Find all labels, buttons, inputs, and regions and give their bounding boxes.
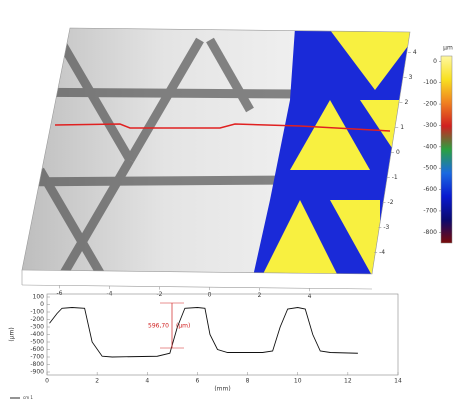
- y-tick-label: -800: [30, 361, 44, 368]
- y-tick-label: 1: [400, 124, 404, 131]
- y-tick-label: -100: [30, 309, 44, 316]
- y-tick-label: 4: [413, 49, 417, 56]
- x-tick-label: 14: [394, 378, 402, 385]
- legend-label: cm 1: [23, 395, 33, 400]
- y-tick-label: -3: [383, 224, 389, 231]
- x-tick-label: 4: [308, 293, 312, 300]
- colorbar-unit: μm: [443, 45, 453, 52]
- y-tick-label: -400: [30, 331, 44, 338]
- x-tick-label: 0: [45, 378, 49, 385]
- colorbar-label: -800: [423, 229, 437, 236]
- colorbar-label: -700: [423, 207, 437, 214]
- y-tick-label: -1: [392, 174, 398, 181]
- axis: [21, 284, 373, 290]
- y-tick-label: -700: [30, 354, 44, 361]
- colorbar-label: -100: [423, 79, 437, 86]
- colorbar-label: -600: [423, 186, 437, 193]
- y-tick-label: 3: [409, 74, 413, 81]
- plot-frame: [46, 293, 399, 376]
- colorbar-label: -500: [423, 165, 437, 172]
- x-tick-label: -6: [57, 290, 63, 297]
- x-tick-label: 8: [246, 378, 250, 385]
- colorbar-label: -200: [423, 101, 437, 108]
- x-tick-label: 4: [145, 378, 149, 385]
- colorbar: [440, 55, 453, 244]
- x-axis-label: (mm): [214, 386, 230, 393]
- profile-line: [49, 307, 358, 358]
- x-tick-label: 6: [196, 378, 200, 385]
- y-tick-label: -600: [30, 346, 44, 353]
- y-tick-label: -4: [379, 249, 385, 256]
- y-tick-label: -300: [30, 324, 44, 331]
- x-tick-label: 2: [258, 292, 262, 299]
- x-tick-label: 2: [95, 378, 99, 385]
- y-tick-label: -500: [30, 339, 44, 346]
- y-tick-label: 0: [396, 149, 400, 156]
- colorbar-label: -400: [423, 143, 437, 150]
- y-tick-label: -200: [30, 316, 44, 323]
- y-tick-label: 100: [33, 294, 45, 301]
- y-tick-label: -900: [30, 369, 44, 376]
- surface-image: [22, 28, 410, 274]
- y-axis-label: (μm): [9, 327, 16, 341]
- x-tick-label: 0: [208, 292, 212, 299]
- annotation-unit: (μm): [176, 323, 190, 330]
- colorbar-label: 0: [433, 58, 437, 65]
- annotation: 596,70: [148, 323, 169, 330]
- colorbar-label: -300: [423, 122, 437, 129]
- x-tick-label: 12: [344, 378, 352, 385]
- surface-frame: [21, 27, 411, 275]
- x-tick-label: 10: [294, 378, 302, 385]
- y-tick-label: 2: [404, 99, 408, 106]
- y-tick-label: -2: [388, 199, 394, 206]
- y-tick-label: 0: [40, 301, 44, 308]
- x-tick-label: -2: [157, 291, 163, 298]
